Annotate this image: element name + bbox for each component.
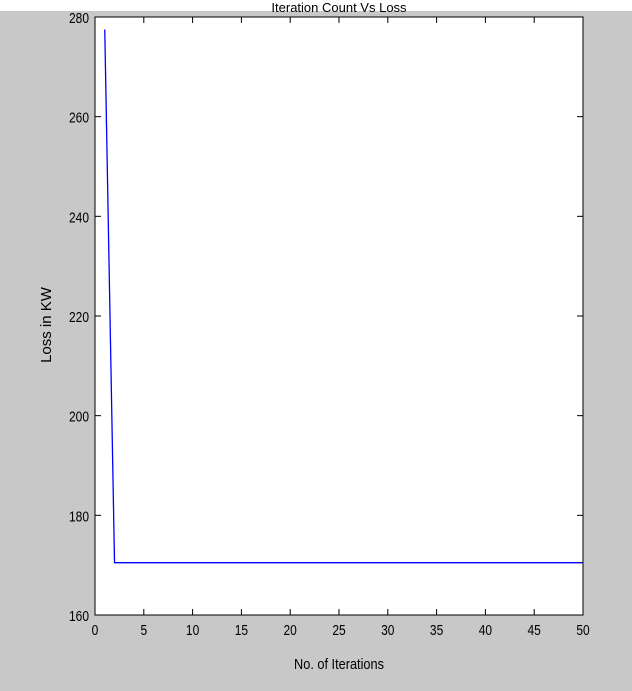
x-tick-label: 35 <box>430 622 443 639</box>
x-axis-title: No. of Iterations <box>294 655 384 672</box>
x-tick-label: 40 <box>479 622 493 639</box>
tick-labels-layer: 0 5 10 15 20 25 30 35 40 45 50 160 180 200 220 240 260 28… <box>69 10 590 639</box>
axes-box <box>94 16 584 616</box>
figure-top-strip <box>0 0 632 11</box>
x-tick-label: 45 <box>528 622 541 639</box>
x-tick-label: 15 <box>235 622 248 639</box>
x-tick-label: 50 <box>576 622 590 639</box>
axes-background <box>95 17 583 615</box>
y-axis-title: Loss in KW <box>38 286 55 363</box>
x-tick-label: 0 <box>92 622 99 639</box>
x-tick-label: 5 <box>140 622 147 639</box>
x-tick-label: 20 <box>284 622 298 639</box>
y-tick-label: 280 <box>69 10 89 27</box>
x-tick-label: 30 <box>381 622 395 639</box>
y-tick-label: 260 <box>69 109 89 126</box>
chart-title: Iteration Count Vs Loss <box>271 0 407 15</box>
series-line <box>104 29 583 564</box>
y-tick-label: 220 <box>69 309 89 326</box>
y-tick-label: 180 <box>69 508 89 525</box>
y-tick-label: 200 <box>69 408 89 425</box>
y-tick-label: 160 <box>69 608 89 625</box>
x-tick-label: 25 <box>332 622 345 639</box>
x-tick-label: 10 <box>186 622 200 639</box>
y-tick-label: 240 <box>69 209 89 226</box>
